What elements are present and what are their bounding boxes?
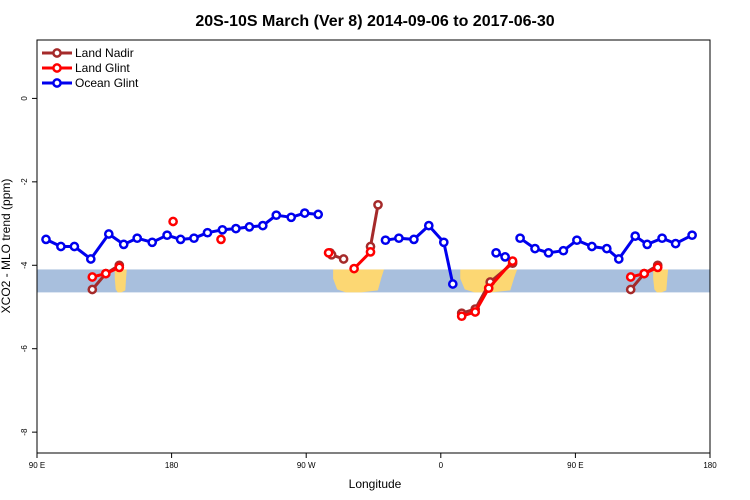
land-mass-0 — [114, 269, 127, 293]
ocean-glint-point-0-10 — [189, 233, 199, 244]
land-glint-point-3-0 — [323, 247, 334, 258]
ocean-glint-point-0-8 — [162, 230, 172, 241]
ocean-glint-point-0-2 — [69, 241, 80, 252]
x-tick-label-0: 90 E — [29, 461, 45, 470]
land-mass-1 — [333, 269, 384, 293]
chart-title: 20S-10S March (Ver 8) 2014-09-06 to 2017… — [195, 13, 554, 30]
land-glint-point-6-0 — [625, 272, 636, 282]
land-nadir-point-2-1 — [373, 199, 383, 210]
ocean-glint-point-0-4 — [103, 229, 114, 239]
land-glint-line-5 — [461, 260, 514, 318]
plot-layer — [37, 199, 710, 322]
land-glint-point-2-0 — [216, 234, 226, 245]
ocean-glint-point-0-14 — [244, 222, 255, 232]
y-tick-label-2: -4 — [20, 261, 29, 269]
x-axis-label: Longitude — [349, 477, 402, 491]
ocean-glint-point-0-7 — [147, 237, 158, 248]
ocean-glint-point-0-15 — [257, 220, 268, 231]
land-nadir-point-1-2 — [338, 254, 349, 264]
land-glint-point-5-3 — [507, 256, 518, 266]
ocean-glint-point-0-6 — [132, 233, 143, 244]
x-tick-label-5: 180 — [703, 461, 717, 470]
ocean-glint-point-3-12 — [687, 230, 697, 241]
land-nadir-point-0-0 — [87, 284, 98, 295]
ocean-glint-point-0-5 — [118, 239, 129, 250]
x-tick-label-4: 90 E — [567, 461, 583, 470]
ocean-glint-point-3-0 — [515, 233, 525, 244]
land-glint-point-0-0 — [87, 272, 98, 282]
ocean-glint-point-0-13 — [231, 223, 241, 234]
ocean-glint-point-0-16 — [271, 210, 282, 221]
land-nadir-line-2 — [369, 204, 380, 247]
x-tick-label-1: 180 — [165, 461, 179, 470]
legend-land-glint-marker — [52, 63, 62, 73]
ocean-glint-point-1-4 — [438, 237, 449, 248]
x-tick-label-3: 0 — [439, 461, 444, 470]
land-nadir-point-4-0 — [625, 284, 636, 295]
ocean-glint-point-0-11 — [202, 227, 213, 238]
land-glint-point-0-2 — [114, 262, 125, 273]
axis-layer: 90 E 180 90 W 0 90 E 180 0 -2 -4 -6 -8 — [20, 96, 717, 470]
land-glint-point-5-0 — [456, 311, 467, 322]
ocean-glint-point-1-3 — [423, 220, 434, 231]
land-glint-point-5-2 — [483, 283, 494, 294]
ocean-glint-point-0-12 — [217, 224, 228, 235]
land-glint-point-6-1 — [639, 268, 650, 279]
ocean-glint-point-1-5 — [447, 279, 458, 289]
legend-ocean-glint-label: Ocean Glint — [75, 76, 139, 90]
ocean-glint-point-0-18 — [299, 208, 310, 218]
y-tick-label-3: -6 — [20, 345, 29, 353]
ocean-glint-point-3-7 — [613, 254, 624, 264]
ocean-glint-point-2-0 — [491, 247, 501, 258]
land-glint-point-6-2 — [652, 262, 663, 273]
land-glint-point-4-0 — [349, 263, 359, 274]
ocean-glint-point-3-2 — [543, 247, 554, 258]
legend-land-glint-label: Land Glint — [75, 61, 130, 75]
legend-land-nadir-marker — [52, 48, 62, 58]
ocean-glint-point-0-17 — [286, 212, 297, 223]
x-tick-label-2: 90 W — [297, 461, 316, 470]
ocean-glint-point-0-0 — [41, 234, 51, 245]
ocean-glint-point-3-1 — [530, 243, 540, 254]
ocean-glint-point-0-19 — [313, 209, 324, 220]
y-axis-label: XCO2 - MLO trend (ppm) — [0, 179, 13, 314]
ocean-glint-point-1-1 — [394, 233, 404, 244]
y-tick-label-4: -8 — [20, 428, 29, 436]
y-tick-label-0: 0 — [20, 96, 29, 101]
land-glint-point-0-1 — [100, 268, 111, 279]
land-glint-point-1-0 — [168, 216, 178, 227]
y-tick-label-1: -2 — [20, 178, 29, 186]
ocean-glint-point-3-6 — [601, 243, 612, 254]
ocean-glint-point-3-11 — [670, 238, 681, 249]
ocean-glint-point-1-2 — [409, 234, 419, 245]
ocean-glint-point-3-5 — [587, 241, 597, 252]
ocean-glint-point-1-0 — [380, 235, 391, 246]
ocean-glint-point-3-8 — [630, 231, 641, 241]
legend-land-nadir-label: Land Nadir — [75, 46, 134, 60]
ocean-glint-point-3-9 — [642, 239, 653, 250]
ocean-glint-point-3-10 — [657, 233, 667, 244]
land-glint-point-5-1 — [470, 307, 481, 317]
land-glint-point-4-1 — [365, 247, 376, 257]
plot-frame — [36, 39, 711, 454]
ocean-glint-point-2-1 — [500, 252, 510, 262]
ocean-glint-point-3-4 — [572, 235, 582, 246]
ocean-glint-point-3-3 — [558, 245, 569, 256]
ocean-glint-point-0-1 — [56, 241, 66, 252]
land-mass-3 — [653, 269, 669, 293]
ocean-glint-point-0-9 — [175, 234, 186, 245]
legend-ocean-glint-marker — [52, 78, 62, 88]
ocean-glint-point-0-3 — [85, 254, 96, 264]
